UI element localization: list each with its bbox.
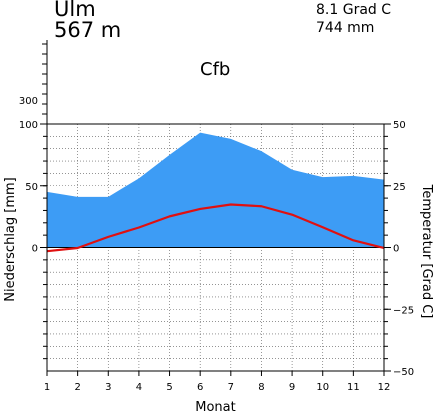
y2-tick-label: 25	[393, 182, 406, 193]
x-tick-label: 6	[197, 382, 203, 393]
climate-class: Cfb	[200, 59, 231, 80]
x-tick-label: 9	[289, 382, 295, 393]
x-tick-label: 5	[166, 382, 172, 393]
y2-axis-label: Temperatur [Grad C]	[419, 184, 434, 319]
x-axis-ticks: 1 2 3 4 5 6 7 8 9 10 11 12	[44, 371, 391, 393]
upper-precipitation-axis: 300	[19, 43, 47, 115]
x-tick-label: 3	[105, 382, 111, 393]
y-tick-label: 50	[25, 182, 38, 193]
y-tick-label: 100	[19, 120, 38, 131]
upper-axis-tick-label: 300	[19, 96, 38, 107]
y2-tick-label: 0	[393, 244, 399, 255]
y-axis-ticks: 0 50 100	[19, 120, 47, 360]
x-tick-label: 11	[347, 382, 360, 393]
y2-axis-ticks: 50 25 0 −25 −50	[384, 120, 414, 378]
x-tick-label: 1	[44, 382, 50, 393]
y2-tick-label: −25	[393, 305, 414, 316]
x-tick-label: 10	[316, 382, 329, 393]
x-tick-label: 4	[136, 382, 142, 393]
station-name: Ulm	[54, 0, 96, 21]
station-elevation: 567 m	[54, 18, 122, 42]
y-axis-label: Niederschlag [mm]	[3, 177, 18, 302]
y-tick-label: 0	[32, 244, 38, 255]
y2-tick-label: −50	[393, 367, 414, 378]
x-tick-label: 2	[74, 382, 80, 393]
precipitation-area	[47, 132, 384, 248]
annual-precipitation: 744 mm	[316, 20, 375, 36]
precipitation-area-layer	[47, 132, 384, 248]
temperature-line	[46, 203, 385, 253]
x-axis-label: Monat	[195, 400, 235, 415]
y2-tick-label: 50	[393, 120, 406, 131]
plot-frame	[46, 40, 385, 372]
x-tick-label: 7	[228, 382, 234, 393]
x-tick-label: 8	[258, 382, 264, 393]
x-tick-label: 12	[378, 382, 391, 393]
mean-temperature: 8.1 Grad C	[316, 2, 392, 18]
temperature-line-layer	[46, 203, 385, 253]
